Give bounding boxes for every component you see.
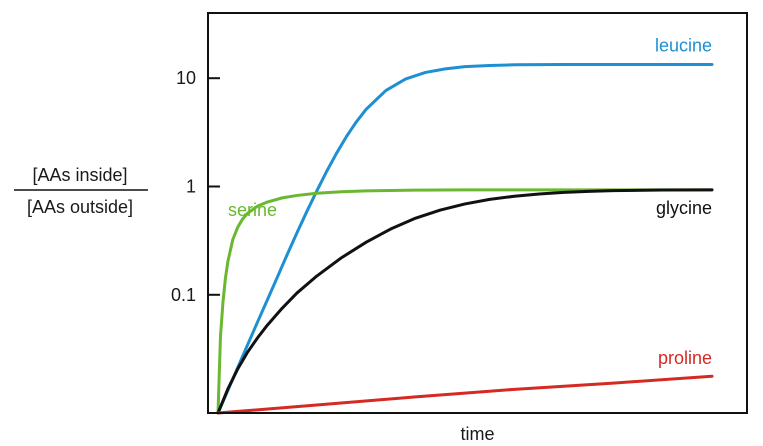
series-label-leucine: leucine — [655, 35, 712, 55]
series-lines — [216, 62, 714, 415]
series-line-proline — [216, 374, 714, 415]
plot-frame — [207, 12, 748, 414]
series-label-serine: serine — [228, 200, 277, 220]
series-label-glycine: glycine — [656, 198, 712, 218]
y-axis-ticks: 10 1 0.1 — [171, 68, 220, 305]
x-axis-label: time — [460, 424, 494, 444]
y-tick-label: 10 — [176, 68, 196, 88]
y-axis-label-numerator: [AAs inside] — [32, 165, 127, 185]
series-line-leucine — [216, 62, 714, 415]
y-tick-label: 1 — [186, 176, 196, 196]
y-tick-label: 0.1 — [171, 285, 196, 305]
series-line-serine — [216, 188, 714, 415]
series-labels: leucine serine glycine proline — [228, 35, 712, 368]
y-axis-label-denominator: [AAs outside] — [27, 197, 133, 217]
series-label-proline: proline — [658, 348, 712, 368]
series-line-glycine — [216, 188, 714, 415]
y-axis-label: [AAs inside] [AAs outside] — [14, 165, 148, 217]
